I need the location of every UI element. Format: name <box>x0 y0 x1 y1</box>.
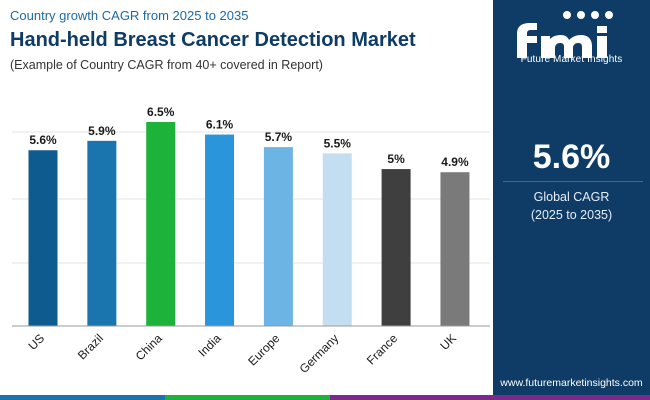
tick-label-china: China <box>133 331 165 363</box>
bar-france <box>381 169 411 326</box>
tick-label-germany: Germany <box>297 331 342 376</box>
tick-label-us: US <box>25 331 47 353</box>
bar-chart: 5.6% 5.9% 6.5% 6.1% 5.7% 5.5% 5% 4.9% US Brazil C… <box>12 105 490 376</box>
data-label-brazil: 5.9% <box>88 124 116 138</box>
global-cagr-label-line2: (2025 to 2035) <box>530 208 613 222</box>
data-label-europe: 5.7% <box>265 130 293 144</box>
bar-brazil <box>87 140 117 326</box>
chart-header: Country growth CAGR from 2025 to 2035 Ha… <box>10 8 490 73</box>
data-label-france: 5% <box>387 152 405 166</box>
global-cagr-label-line1: Global CAGR <box>533 190 610 204</box>
data-label-uk: 4.9% <box>441 155 469 169</box>
summary-panel: Future Market Insights 5.6% Global CAGR … <box>493 0 650 400</box>
bar-india <box>205 134 235 326</box>
chart-subtitle: (Example of Country CAGR from 40+ covere… <box>10 58 323 72</box>
tick-label-brazil: Brazil <box>75 331 106 362</box>
chart-kicker: Country growth CAGR from 2025 to 2035 <box>10 8 249 23</box>
global-cagr-value: 5.6% <box>532 138 611 176</box>
bar-germany <box>322 153 352 326</box>
bar-europe <box>263 147 293 326</box>
data-label-germany: 5.5% <box>324 136 352 150</box>
data-label-india: 6.1% <box>206 118 234 132</box>
bar-us <box>28 150 58 326</box>
tick-label-india: India <box>195 331 224 360</box>
bottom-color-strip <box>0 395 650 400</box>
logo-wordmark: Future Market Insights <box>520 54 623 65</box>
chart-title: Hand-held Breast Cancer Detection Market <box>10 29 416 51</box>
tick-label-france: France <box>364 331 401 368</box>
bar-china <box>146 122 176 326</box>
panel-divider <box>503 181 643 182</box>
strip-segment-green <box>165 395 330 400</box>
tick-label-uk: UK <box>437 331 459 353</box>
website-link[interactable]: www.futuremarketinsights.com <box>500 377 643 389</box>
strip-segment-blue <box>0 395 165 400</box>
data-label-us: 5.6% <box>29 133 57 147</box>
strip-segment-purple <box>330 395 650 400</box>
fmi-logo-icon <box>517 11 613 58</box>
data-label-china: 6.5% <box>147 105 175 119</box>
bar-uk <box>440 172 470 326</box>
tick-label-europe: Europe <box>245 331 282 368</box>
global-cagr-label: Global CAGR (2025 to 2035) <box>493 188 650 224</box>
